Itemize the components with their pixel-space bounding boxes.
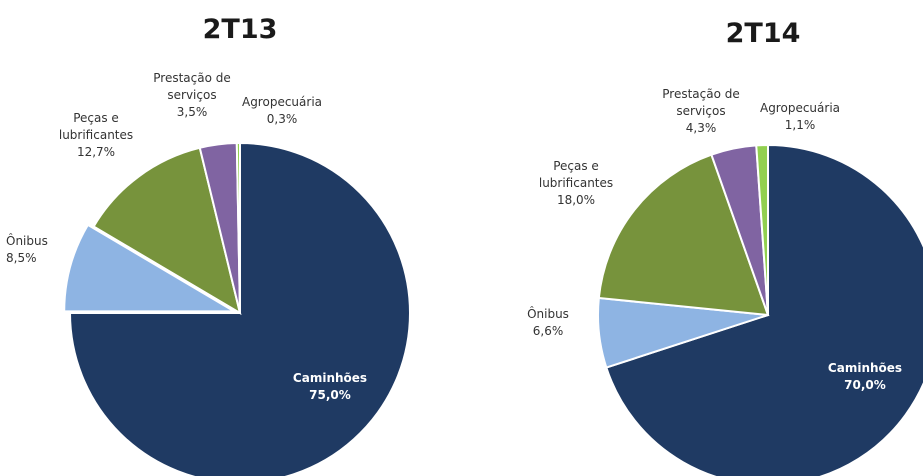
- chart-title: 2T14: [726, 18, 801, 49]
- pie-slice-pecas-e-lubrificantes: [597, 153, 770, 317]
- slice-label-prestacao-de-servicos: Prestação de serviços 4,3%: [662, 87, 740, 135]
- chart-title: 2T13: [203, 14, 278, 45]
- slice-label-pecas-e-lubrificantes: Peças e lubrificantes 12,7%: [59, 111, 133, 159]
- slice-label-pecas-e-lubrificantes: Peças e lubrificantes 18,0%: [539, 159, 613, 207]
- slice-label-prestacao-de-servicos: Prestação de serviços 3,5%: [153, 71, 231, 119]
- pie-slice-agropecuaria: [755, 143, 769, 316]
- slice-label-agropecuaria: Agropecuária 1,1%: [760, 101, 840, 132]
- pie-slice-agropecuaria: [235, 141, 241, 314]
- pie-chart-2t13: 2T13 Caminhões 75,0% Ônibus 8,5% Peças e lubr…: [6, 14, 411, 476]
- slice-label-caminhoes: Caminhões 70,0%: [828, 361, 902, 392]
- slice-label-agropecuaria: Agropecuária 0,3%: [242, 95, 322, 126]
- pie-slice-caminhoes: [605, 143, 923, 476]
- slice-label-onibus: Ônibus 8,5%: [6, 233, 48, 265]
- slice-label-caminhoes: Caminhões 75,0%: [293, 371, 367, 402]
- pie-slice-pecas-e-lubrificantes: [92, 146, 242, 316]
- slice-label-onibus: Ônibus 6,6%: [527, 306, 569, 338]
- pie-chart-2t14: 2T14 Caminhões 70,0% Ônibus 6,6% Peças e lubr…: [527, 18, 923, 476]
- pie-slice-caminhoes: [68, 141, 411, 476]
- pie-slice-onibus: [63, 223, 238, 313]
